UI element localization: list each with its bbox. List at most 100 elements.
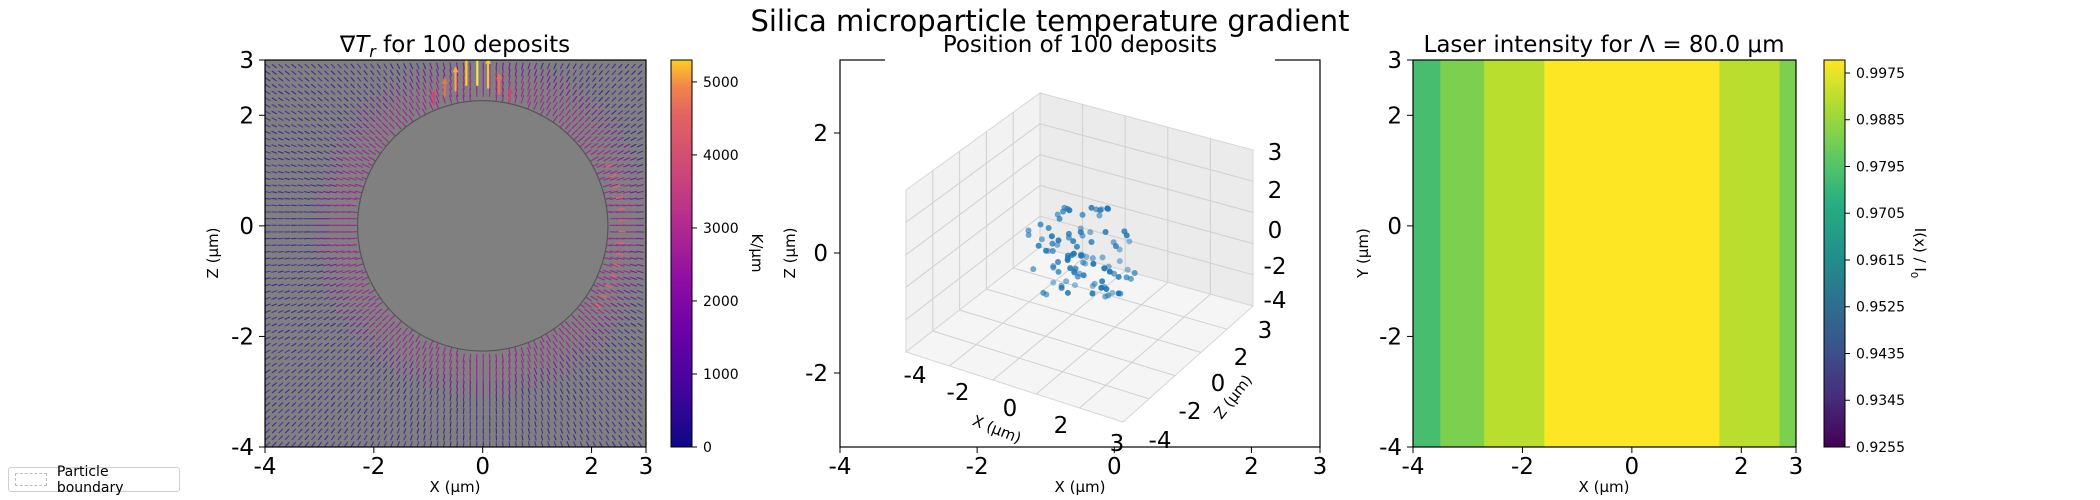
quiver-arrow <box>389 348 395 355</box>
quiver-arrow <box>443 408 446 415</box>
quiver-arrow <box>375 122 382 129</box>
quiver-arrow <box>377 441 381 447</box>
quiver-arrow <box>350 395 355 401</box>
quiver-arrow <box>597 136 605 142</box>
quiver-arrow <box>342 143 350 148</box>
quiver-arrow <box>383 388 388 394</box>
quiver-arrow <box>363 83 368 89</box>
quiver-arrow <box>435 95 440 104</box>
quiver-arrow <box>278 104 284 108</box>
quiver-arrow <box>611 349 617 354</box>
quiver-arrow <box>636 296 644 300</box>
xtick-label: 0 <box>475 454 490 480</box>
quiver-arrow <box>396 354 401 362</box>
quiver-arrow <box>409 89 414 97</box>
quiver-arrow <box>290 277 297 280</box>
quiver-arrow <box>495 62 498 70</box>
quiver-arrow <box>330 382 336 387</box>
quiver-arrow <box>329 283 337 287</box>
quiver-arrow <box>395 341 401 349</box>
quiver-arrow <box>316 290 324 294</box>
quiver-arrow <box>636 204 644 207</box>
quiver-arrow <box>284 402 290 407</box>
quiver-arrow <box>540 69 544 77</box>
quiver-arrow <box>304 369 310 374</box>
quiver-arrow <box>605 375 610 381</box>
quiver-arrow <box>596 163 605 168</box>
quiver-arrow <box>584 109 591 116</box>
quiver-arrow <box>329 296 337 301</box>
quiver-arrow <box>571 334 578 342</box>
quiver-arrow <box>290 264 297 267</box>
quiver-arrow <box>597 328 604 335</box>
quiver-arrow <box>527 75 531 84</box>
quiver-arrow <box>278 389 284 394</box>
quiver-arrow <box>376 341 382 348</box>
ytick-label: -2 <box>805 361 828 387</box>
scatter-point <box>1096 212 1103 219</box>
quiver-arrow <box>297 257 304 260</box>
quiver-arrow <box>623 276 631 281</box>
quiver-arrow <box>342 156 350 161</box>
quiver-arrow <box>442 62 446 70</box>
quiver-hot-arrowhead <box>496 73 503 80</box>
quiver-hot-arrows <box>430 60 626 309</box>
quiver-arrow <box>316 276 324 280</box>
quiver-arrow <box>278 422 284 427</box>
quiver-arrow <box>310 336 317 341</box>
quiver-arrow <box>605 408 610 414</box>
quiver-arrow <box>429 95 433 104</box>
quiver-arrow <box>603 269 612 274</box>
particle-boundary <box>356 100 609 352</box>
quiver-arrow <box>271 310 278 314</box>
quiver-arrow <box>265 362 271 367</box>
quiver-arrow <box>363 348 369 354</box>
xtick-label: -2 <box>362 454 385 480</box>
quiver-arrow <box>534 401 537 408</box>
quiver-arrow <box>343 382 349 387</box>
quiver-arrow <box>396 82 401 90</box>
quiver-arrow <box>508 81 511 91</box>
quiver-arrow <box>616 257 625 260</box>
quiver-arrow <box>368 315 376 321</box>
quiver-arrow <box>622 211 631 213</box>
quiver-arrow <box>375 321 382 328</box>
quiver-arrow <box>520 88 525 97</box>
quiver-arrow <box>462 387 465 395</box>
quiver-arrow <box>622 250 631 253</box>
quiver-arrow <box>356 90 362 96</box>
quiver-arrow <box>304 290 310 294</box>
quiver-arrow <box>617 123 624 129</box>
quiver-arrow <box>396 434 400 441</box>
quiver-arrow <box>370 434 374 441</box>
quiver-arrow <box>265 441 271 447</box>
quiver-arrow <box>636 197 644 200</box>
quiver-arrow <box>610 296 618 301</box>
colorbar-tick-label: 0.9435 <box>1856 346 1905 362</box>
quiver-arrow <box>611 329 617 334</box>
axis3d-xtick-label: 3 <box>1110 431 1125 457</box>
quiver-arrow <box>416 394 420 401</box>
quiver-arrow <box>316 270 324 274</box>
quiver-arrow <box>395 122 402 130</box>
quiver-arrow <box>363 103 369 109</box>
quiver-arrow <box>622 244 631 247</box>
quiver-arrow <box>637 402 643 407</box>
quiver-arrow <box>540 401 544 408</box>
quiver-arrow <box>553 421 557 428</box>
quiver-arrow <box>611 408 616 414</box>
quiver-arrow <box>592 395 597 401</box>
quiver-arrow <box>597 143 605 149</box>
quiver-arrow <box>324 375 329 381</box>
quiver-arrow <box>408 334 415 342</box>
intensity-strip <box>1451 60 1458 447</box>
quiver-arrow <box>310 90 316 95</box>
quiver-arrow <box>304 375 310 381</box>
quiver-arrow <box>349 296 357 301</box>
quiver-arrow <box>435 347 440 356</box>
quiver-arrow <box>317 137 323 141</box>
quiver-arrow <box>357 401 362 408</box>
quiver-arrow <box>317 97 323 102</box>
laser-colorbar-ticks: 0.92550.93450.94350.95250.96150.97050.97… <box>1845 66 1905 456</box>
